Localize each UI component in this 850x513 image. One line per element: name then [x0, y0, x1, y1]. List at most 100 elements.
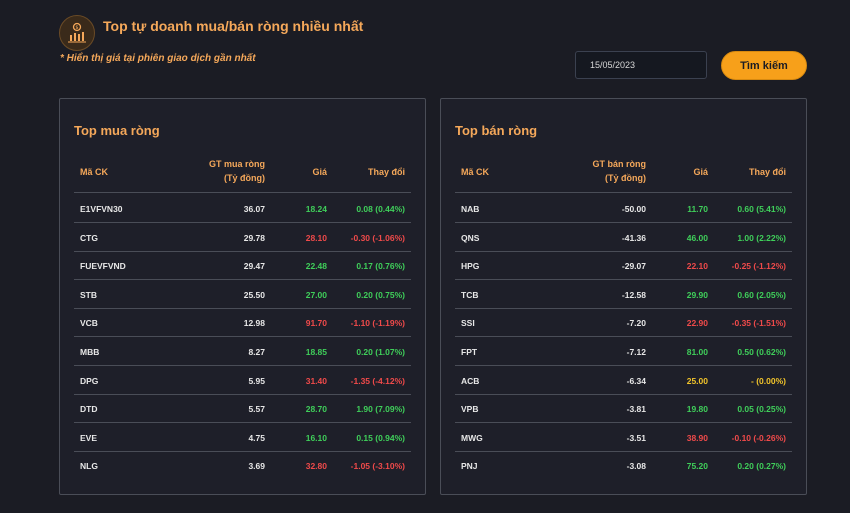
page-subtitle: * Hiển thị giá tại phiên giao dịch gần n…: [60, 53, 256, 64]
table-row[interactable]: ACB -6.34 25.00 - (0.00%): [455, 366, 792, 395]
value-cell: 4.75: [248, 432, 265, 443]
header-price: Giá: [693, 167, 708, 177]
table-row[interactable]: HPG -29.07 22.10 -0.25 (-1.12%): [455, 251, 792, 281]
ticker-cell: NAB: [461, 204, 480, 214]
ticker-cell: QNS: [461, 232, 480, 243]
change-cell: 0.60 (2.05%): [737, 289, 786, 300]
table-row[interactable]: DTD 5.57 28.70 1.90 (7.09%): [74, 394, 411, 424]
change-cell: 0.20 (0.75%): [356, 289, 405, 300]
ticker-cell: EVE: [80, 432, 98, 443]
change-cell: 1.90 (7.09%): [356, 404, 405, 415]
table-row[interactable]: VCB 12.98 91.70 -1.10 (-1.19%): [74, 308, 411, 338]
change-cell: 0.60 (5.41%): [737, 204, 786, 214]
price-cell: 25.00: [686, 375, 708, 386]
table-row[interactable]: EVE 4.75 16.10 0.15 (0.94%): [74, 423, 411, 452]
price-cell: 91.70: [305, 318, 327, 329]
date-input[interactable]: [575, 51, 707, 79]
page-title: Top tự doanh mua/bán ròng nhiều nhất: [103, 18, 364, 34]
ticker-cell: MWG: [461, 432, 483, 443]
sell-panel: Top bán ròng Mã CK GT bán ròng (Tỷ đồng) …: [440, 98, 807, 495]
change-cell: - (0.00%): [751, 375, 786, 386]
value-cell: -7.12: [626, 347, 646, 357]
value-cell: -3.81: [626, 404, 646, 415]
change-cell: -0.35 (-1.51%): [731, 318, 786, 329]
value-cell: -50.00: [621, 204, 646, 214]
price-cell: 22.90: [686, 318, 708, 329]
price-cell: 22.10: [686, 261, 708, 272]
table-row[interactable]: CTG 29.78 28.10 -0.30 (-1.06%): [74, 223, 411, 252]
ticker-cell: TCB: [461, 289, 479, 300]
ticker-cell: VCB: [80, 318, 98, 329]
ticker-cell: CTG: [80, 232, 98, 243]
value-cell: -3.51: [626, 432, 646, 443]
table-row[interactable]: DPG 5.95 31.40 -1.35 (-4.12%): [74, 366, 411, 395]
ticker-cell: DTD: [80, 404, 98, 415]
table-row[interactable]: FUEVFVND 29.47 22.48 0.17 (0.76%): [74, 251, 411, 281]
value-cell: -29.07: [621, 261, 646, 272]
ticker-cell: MBB: [80, 347, 100, 357]
ticker-cell: NLG: [80, 461, 98, 472]
table-row[interactable]: FPT -7.12 81.00 0.50 (0.62%): [455, 337, 792, 366]
change-cell: -0.10 (-0.26%): [731, 432, 786, 443]
ticker-cell: FUEVFVND: [80, 261, 126, 272]
ticker-cell: HPG: [461, 261, 480, 272]
table-row[interactable]: MWG -3.51 38.90 -0.10 (-0.26%): [455, 423, 792, 452]
header-value: GT bán ròng (Tỷ đồng): [593, 157, 647, 185]
change-cell: 0.05 (0.25%): [737, 404, 786, 415]
value-cell: 25.50: [243, 289, 265, 300]
table-row[interactable]: E1VFVN30 36.07 18.24 0.08 (0.44%): [74, 194, 411, 223]
ticker-cell: PNJ: [461, 461, 478, 472]
value-cell: 29.78: [243, 232, 265, 243]
ticker-cell: DPG: [80, 375, 99, 386]
table-row[interactable]: STB 25.50 27.00 0.20 (0.75%): [74, 280, 411, 309]
header-value-line2: (Tỷ đồng): [605, 173, 646, 183]
value-cell: 5.57: [248, 404, 265, 415]
table-row[interactable]: PNJ -3.08 75.20 0.20 (0.27%): [455, 451, 792, 480]
change-cell: 0.15 (0.94%): [356, 432, 405, 443]
table-row[interactable]: QNS -41.36 46.00 1.00 (2.22%): [455, 223, 792, 252]
header-price: Giá: [312, 167, 327, 177]
sell-panel-title: Top bán ròng: [455, 123, 538, 138]
value-cell: 29.47: [243, 261, 265, 272]
buy-panel-title: Top mua ròng: [74, 123, 160, 138]
table-row[interactable]: TCB -12.58 29.90 0.60 (2.05%): [455, 280, 792, 309]
search-button[interactable]: Tìm kiếm: [721, 51, 807, 80]
price-cell: 38.90: [686, 432, 708, 443]
change-cell: -1.05 (-3.10%): [350, 461, 405, 472]
change-cell: 0.50 (0.62%): [737, 347, 786, 357]
price-cell: 75.20: [686, 461, 708, 472]
change-cell: 0.20 (1.07%): [356, 347, 405, 357]
change-cell: -1.35 (-4.12%): [350, 375, 405, 386]
logo-icon: $: [59, 15, 95, 51]
buy-panel: Top mua ròng Mã CK GT mua ròng (Tỷ đồng) …: [59, 98, 426, 495]
price-cell: 31.40: [305, 375, 327, 386]
svg-text:$: $: [75, 25, 78, 31]
value-cell: -12.58: [621, 289, 646, 300]
ticker-cell: VPB: [461, 404, 479, 415]
buy-table-header: Mã CK GT mua ròng (Tỷ đồng) Giá Thay đổi: [74, 155, 411, 193]
price-cell: 27.00: [305, 289, 327, 300]
price-cell: 18.24: [305, 204, 327, 214]
change-cell: -0.25 (-1.12%): [731, 261, 786, 272]
change-cell: -0.30 (-1.06%): [350, 232, 405, 243]
table-row[interactable]: VPB -3.81 19.80 0.05 (0.25%): [455, 394, 792, 424]
table-row[interactable]: NAB -50.00 11.70 0.60 (5.41%): [455, 194, 792, 223]
change-cell: 0.20 (0.27%): [737, 461, 786, 472]
value-cell: -6.34: [626, 375, 646, 386]
sell-table-header: Mã CK GT bán ròng (Tỷ đồng) Giá Thay đổi: [455, 155, 792, 193]
table-row[interactable]: MBB 8.27 18.85 0.20 (1.07%): [74, 337, 411, 366]
header-ticker: Mã CK: [80, 167, 109, 177]
ticker-cell: STB: [80, 289, 97, 300]
header-ticker: Mã CK: [461, 167, 490, 177]
price-cell: 46.00: [686, 232, 708, 243]
table-row[interactable]: SSI -7.20 22.90 -0.35 (-1.51%): [455, 308, 792, 338]
ticker-cell: SSI: [461, 318, 475, 329]
value-cell: 12.98: [243, 318, 265, 329]
value-cell: 3.69: [248, 461, 265, 472]
price-cell: 29.90: [686, 289, 708, 300]
ticker-cell: FPT: [461, 347, 478, 357]
price-cell: 11.70: [687, 204, 708, 214]
table-row[interactable]: NLG 3.69 32.80 -1.05 (-3.10%): [74, 451, 411, 480]
value-cell: 5.95: [248, 375, 265, 386]
price-cell: 81.00: [686, 347, 708, 357]
